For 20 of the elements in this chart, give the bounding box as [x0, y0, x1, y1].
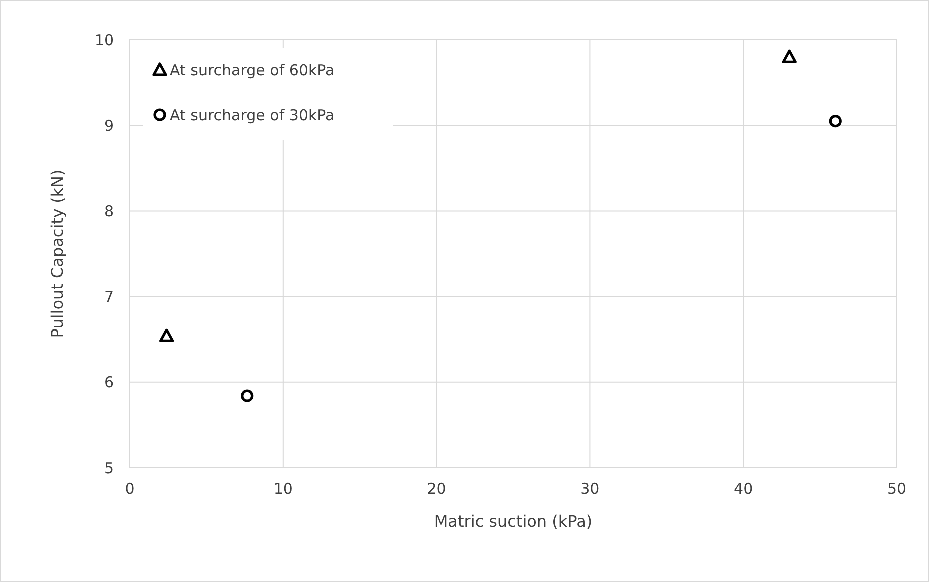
y-tick-label: 8 [104, 202, 114, 220]
x-axis-title: Matric suction (kPa) [434, 512, 593, 531]
x-tick-label: 10 [274, 480, 293, 498]
y-tick-label: 9 [104, 116, 114, 135]
legend-label: At surcharge of 30kPa [170, 106, 335, 124]
x-tick-label: 20 [427, 480, 446, 498]
y-tick-label: 5 [104, 459, 114, 478]
x-tick-label: 30 [580, 480, 600, 498]
point [782, 50, 797, 64]
legend-label: At surcharge of 60kPa [170, 61, 335, 80]
y-tick-label: 6 [104, 374, 114, 392]
x-tick-label: 50 [887, 480, 907, 498]
y-tick-label: 7 [104, 288, 114, 306]
y-tick-label: 10 [94, 31, 114, 50]
point [829, 115, 842, 128]
x-tick-label: 40 [734, 480, 754, 498]
x-tick-label: 0 [125, 480, 135, 498]
y-axis-title: Pullout Capacity (kN) [48, 170, 67, 338]
point [160, 328, 174, 342]
point [241, 390, 254, 402]
